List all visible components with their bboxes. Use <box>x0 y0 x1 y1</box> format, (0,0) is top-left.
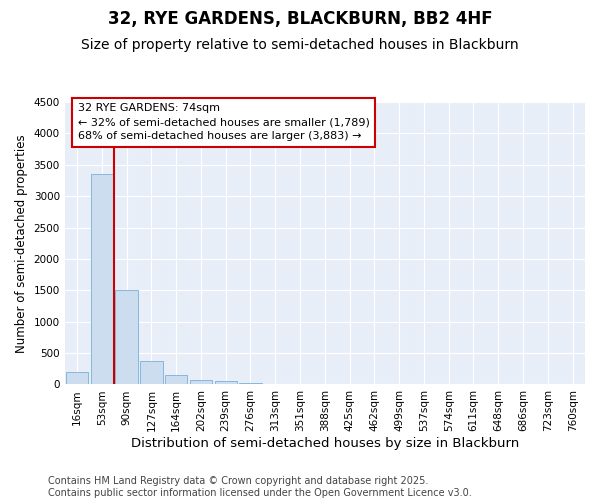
Text: 32 RYE GARDENS: 74sqm
← 32% of semi-detached houses are smaller (1,789)
68% of s: 32 RYE GARDENS: 74sqm ← 32% of semi-deta… <box>77 104 370 142</box>
Bar <box>165 375 187 384</box>
Y-axis label: Number of semi-detached properties: Number of semi-detached properties <box>15 134 28 352</box>
X-axis label: Distribution of semi-detached houses by size in Blackburn: Distribution of semi-detached houses by … <box>131 437 519 450</box>
Bar <box>239 382 262 384</box>
Text: Size of property relative to semi-detached houses in Blackburn: Size of property relative to semi-detach… <box>81 38 519 52</box>
Bar <box>140 361 163 384</box>
Bar <box>91 174 113 384</box>
Text: Contains HM Land Registry data © Crown copyright and database right 2025.
Contai: Contains HM Land Registry data © Crown c… <box>48 476 472 498</box>
Bar <box>115 290 138 384</box>
Bar <box>66 372 88 384</box>
Bar <box>190 380 212 384</box>
Bar <box>215 382 237 384</box>
Text: 32, RYE GARDENS, BLACKBURN, BB2 4HF: 32, RYE GARDENS, BLACKBURN, BB2 4HF <box>107 10 493 28</box>
